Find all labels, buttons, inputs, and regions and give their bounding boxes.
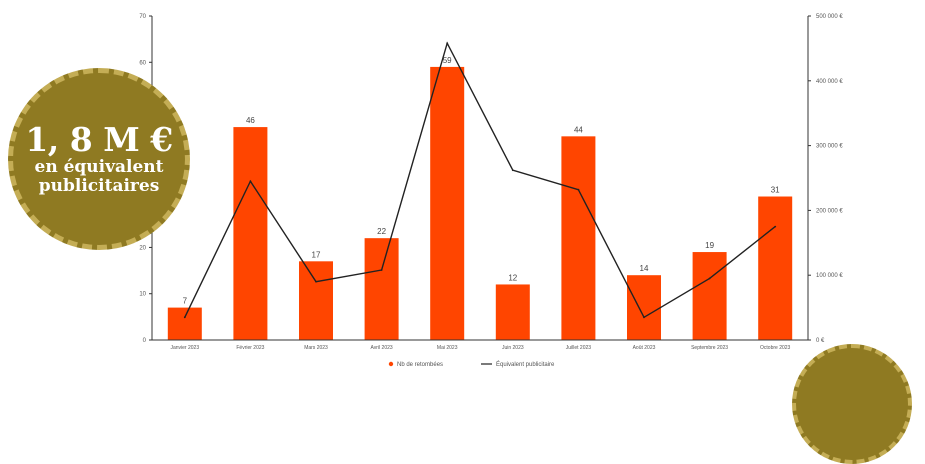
bar — [495, 284, 530, 340]
legend-bar-swatch — [388, 361, 394, 367]
line-series — [183, 41, 777, 319]
bar — [430, 66, 465, 341]
line-series-path — [184, 41, 776, 319]
y-left-tick-label: 0 — [143, 338, 147, 344]
bar — [167, 307, 202, 340]
x-tick-label: Mars 2023 — [304, 345, 328, 351]
x-tick-label: Avril 2023 — [371, 345, 393, 351]
line-point — [380, 269, 383, 271]
bar — [758, 196, 793, 340]
chart-legend: Nb de retombées Équivalent publicitaire — [388, 361, 555, 368]
legend-bar-label: Nb de retombées — [397, 362, 443, 368]
bar — [299, 261, 333, 340]
x-tick-label: Mai 2023 — [437, 345, 458, 351]
badge-line-1: en équivalent — [34, 157, 164, 177]
y-right-tick-label: 200 000 € — [816, 208, 843, 214]
bar-data-label: 22 — [377, 227, 386, 236]
bar — [627, 275, 661, 340]
legend-line-label: Équivalent publicitaire — [496, 361, 555, 368]
combo-chart: 0102030405060700 €100 000 €200 000 €300 … — [139, 14, 843, 368]
badge-amount: 1, 8 M € — [25, 120, 173, 159]
y-right-tick-label: 500 000 € — [816, 14, 843, 20]
line-point — [183, 316, 186, 319]
bar — [364, 238, 399, 340]
bar-data-label: 14 — [640, 264, 649, 273]
bar-data-label: 44 — [574, 125, 583, 134]
x-tick-label: Septembre 2023 — [691, 345, 728, 351]
bar — [692, 252, 727, 340]
bar-data-label: 17 — [312, 250, 321, 259]
bar-data-label: 31 — [771, 186, 780, 195]
x-tick-label: Juin 2023 — [502, 345, 524, 351]
bar-data-label: 12 — [508, 273, 517, 282]
bar-data-label: 59 — [443, 56, 452, 65]
x-tick-label: Février 2023 — [236, 345, 264, 351]
y-right-tick-label: 0 € — [816, 338, 825, 344]
line-point — [249, 180, 252, 183]
y-left-tick-label: 10 — [139, 292, 146, 298]
line-point — [315, 280, 317, 283]
bar-data-label: 7 — [183, 297, 188, 306]
bar — [561, 136, 596, 340]
line-point — [774, 225, 777, 228]
line-point — [577, 188, 580, 191]
y-left-tick-label: 60 — [139, 60, 146, 66]
line-point — [446, 42, 449, 45]
bar-data-label: 46 — [246, 116, 255, 125]
y-right-tick-label: 100 000 € — [816, 273, 843, 279]
bar-series — [167, 66, 793, 341]
bar — [233, 127, 268, 340]
badge-line-2: publicitaires — [38, 176, 160, 196]
y-left-tick-label: 70 — [139, 14, 146, 20]
bar-data-label: 19 — [705, 241, 714, 250]
line-point — [708, 277, 711, 280]
ad-equivalent-badge: 1, 8 M € en équivalent publicitaires — [8, 68, 190, 250]
y-right-tick-label: 300 000 € — [816, 144, 843, 150]
y-right-tick-label: 400 000 € — [816, 79, 843, 85]
chart-labels: 7 Janvier 2023 46 Février 2023 17 Mars 2023 22… — [170, 56, 790, 351]
x-tick-label: Janvier 2023 — [170, 345, 199, 351]
x-tick-label: Juillet 2023 — [566, 345, 592, 351]
x-tick-label: Août 2023 — [633, 345, 656, 351]
x-tick-label: Octobre 2023 — [760, 345, 791, 351]
line-point — [511, 169, 514, 172]
line-point — [643, 316, 645, 319]
decorative-badge-seal — [792, 344, 912, 464]
y-left-tick-label: 20 — [139, 245, 146, 251]
